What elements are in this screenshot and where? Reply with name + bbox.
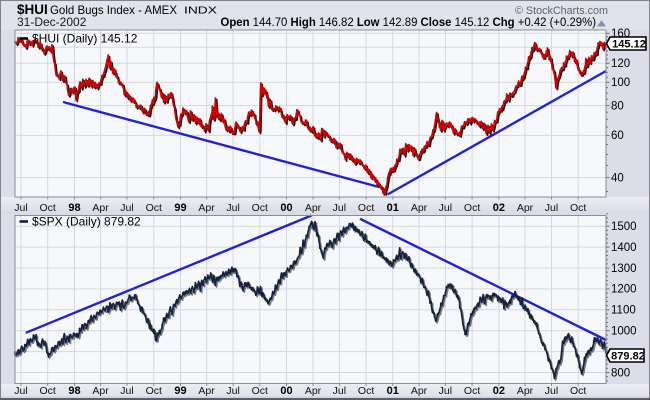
svg-text:Oct: Oct <box>464 202 480 214</box>
svg-text:$SPX (Daily) 879.82: $SPX (Daily) 879.82 <box>32 215 141 229</box>
svg-text:© StockCharts.com: © StockCharts.com <box>515 5 608 17</box>
svg-text:Apr: Apr <box>198 202 215 214</box>
svg-text:02: 02 <box>493 385 505 397</box>
svg-text:01: 01 <box>387 202 399 214</box>
svg-text:Open 144.70 High 146.82 Low: Open 144.70 High 146.82 Low 142.89 Close… <box>221 17 597 29</box>
svg-text:Apr: Apr <box>517 202 534 214</box>
svg-text:99: 99 <box>174 202 186 214</box>
svg-text:Jul: Jul <box>545 385 558 397</box>
svg-text:31-Dec-2002: 31-Dec-2002 <box>17 15 87 29</box>
svg-text:800: 800 <box>611 367 630 379</box>
svg-text:145.12: 145.12 <box>612 39 646 51</box>
svg-text:1500: 1500 <box>611 221 637 233</box>
svg-text:Jul: Jul <box>439 202 452 214</box>
svg-text:Jul: Jul <box>545 202 558 214</box>
svg-text:$HUI: $HUI <box>17 2 48 17</box>
svg-text:120: 120 <box>611 58 630 70</box>
svg-text:Apr: Apr <box>305 385 322 397</box>
svg-text:Jul: Jul <box>333 385 346 397</box>
svg-text:Oct: Oct <box>40 202 56 214</box>
svg-text:Jul: Jul <box>333 202 346 214</box>
svg-text:98: 98 <box>68 202 80 214</box>
svg-text:1100: 1100 <box>611 305 636 317</box>
svg-text:Oct: Oct <box>464 385 480 397</box>
svg-text:Jul: Jul <box>226 202 239 214</box>
svg-text:Oct: Oct <box>252 385 268 397</box>
svg-text:Jul: Jul <box>14 202 27 214</box>
svg-text:Apr: Apr <box>411 202 428 214</box>
svg-text:Jul: Jul <box>439 385 452 397</box>
svg-text:Apr: Apr <box>92 385 109 397</box>
svg-text:01: 01 <box>387 385 399 397</box>
svg-text:1400: 1400 <box>611 242 637 254</box>
svg-text:879.82: 879.82 <box>611 351 645 363</box>
svg-text:$HUI (Daily) 145.12: $HUI (Daily) 145.12 <box>32 32 138 46</box>
svg-text:98: 98 <box>68 385 80 397</box>
svg-text:Oct: Oct <box>40 385 56 397</box>
svg-text:1000: 1000 <box>611 326 637 338</box>
svg-text:Apr: Apr <box>198 385 215 397</box>
svg-text:Apr: Apr <box>92 202 109 214</box>
svg-text:Oct: Oct <box>146 202 162 214</box>
svg-text:100: 100 <box>611 77 630 89</box>
svg-text:40: 40 <box>611 172 624 184</box>
svg-text:Jul: Jul <box>120 385 133 397</box>
svg-text:80: 80 <box>611 100 624 112</box>
svg-text:Oct: Oct <box>146 385 162 397</box>
svg-text:Oct: Oct <box>570 202 586 214</box>
svg-text:Apr: Apr <box>305 202 322 214</box>
svg-text:00: 00 <box>280 385 292 397</box>
svg-text:Jul: Jul <box>226 385 239 397</box>
svg-text:60: 60 <box>611 130 624 142</box>
svg-text:00: 00 <box>280 202 292 214</box>
svg-text:1300: 1300 <box>611 263 637 275</box>
svg-text:Jul: Jul <box>120 202 133 214</box>
svg-text:Gold Bugs Index - AMEX: Gold Bugs Index - AMEX <box>50 3 177 17</box>
svg-text:1200: 1200 <box>611 284 637 296</box>
svg-text:99: 99 <box>174 385 186 397</box>
svg-text:Jul: Jul <box>14 385 27 397</box>
svg-text:Apr: Apr <box>411 385 428 397</box>
svg-text:Oct: Oct <box>570 385 586 397</box>
svg-text:02: 02 <box>493 202 505 214</box>
svg-text:Oct: Oct <box>358 385 374 397</box>
svg-text:Apr: Apr <box>517 385 534 397</box>
svg-text:INDX: INDX <box>184 5 217 17</box>
svg-text:Oct: Oct <box>252 202 268 214</box>
svg-text:Oct: Oct <box>358 202 374 214</box>
